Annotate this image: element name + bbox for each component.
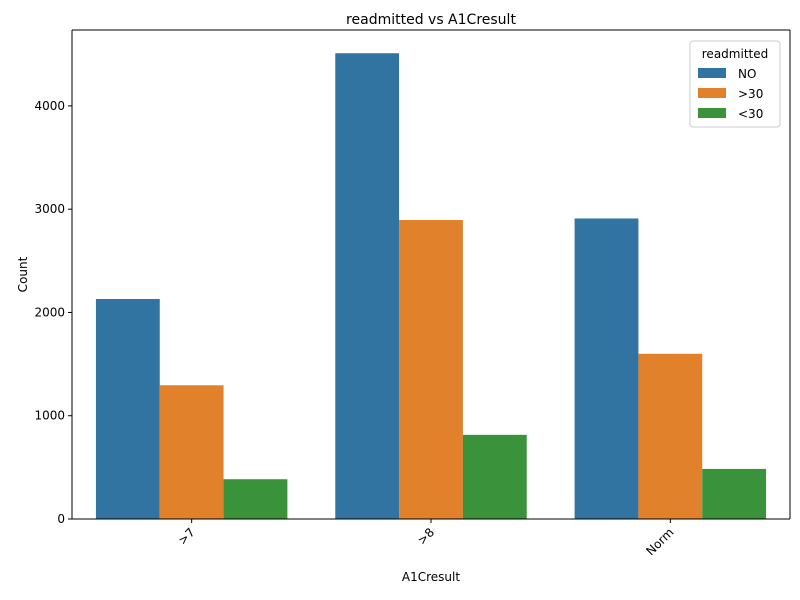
- legend-label: <30: [738, 107, 763, 121]
- legend-title: readmitted: [702, 47, 768, 61]
- legend-swatch: [698, 88, 726, 98]
- x-axis-label: A1Cresult: [402, 570, 460, 584]
- bar: [95, 299, 160, 519]
- y-tick-label: 4000: [34, 99, 65, 113]
- y-tick-label: 2000: [34, 305, 65, 319]
- bar: [399, 220, 463, 519]
- y-tick-label: 1000: [34, 409, 65, 423]
- y-axis-label: Count: [16, 256, 30, 292]
- legend: readmitted NO >30 <30: [689, 40, 781, 128]
- y-tick-label: 0: [57, 512, 65, 526]
- legend-box: [689, 40, 781, 128]
- y-tick-label: 3000: [34, 202, 65, 216]
- bar: [159, 385, 224, 519]
- legend-label: >30: [738, 87, 763, 101]
- legend-swatch: [698, 108, 726, 118]
- chart-title: readmitted vs A1Cresult: [346, 12, 516, 28]
- bar: [638, 353, 703, 519]
- bar: [335, 53, 400, 519]
- bar: [223, 479, 288, 519]
- bar: [462, 434, 527, 519]
- bars-group: [95, 53, 767, 520]
- legend-label: NO: [738, 67, 756, 81]
- legend-swatch: [698, 68, 726, 78]
- bar: [702, 468, 767, 519]
- bar: [574, 218, 639, 520]
